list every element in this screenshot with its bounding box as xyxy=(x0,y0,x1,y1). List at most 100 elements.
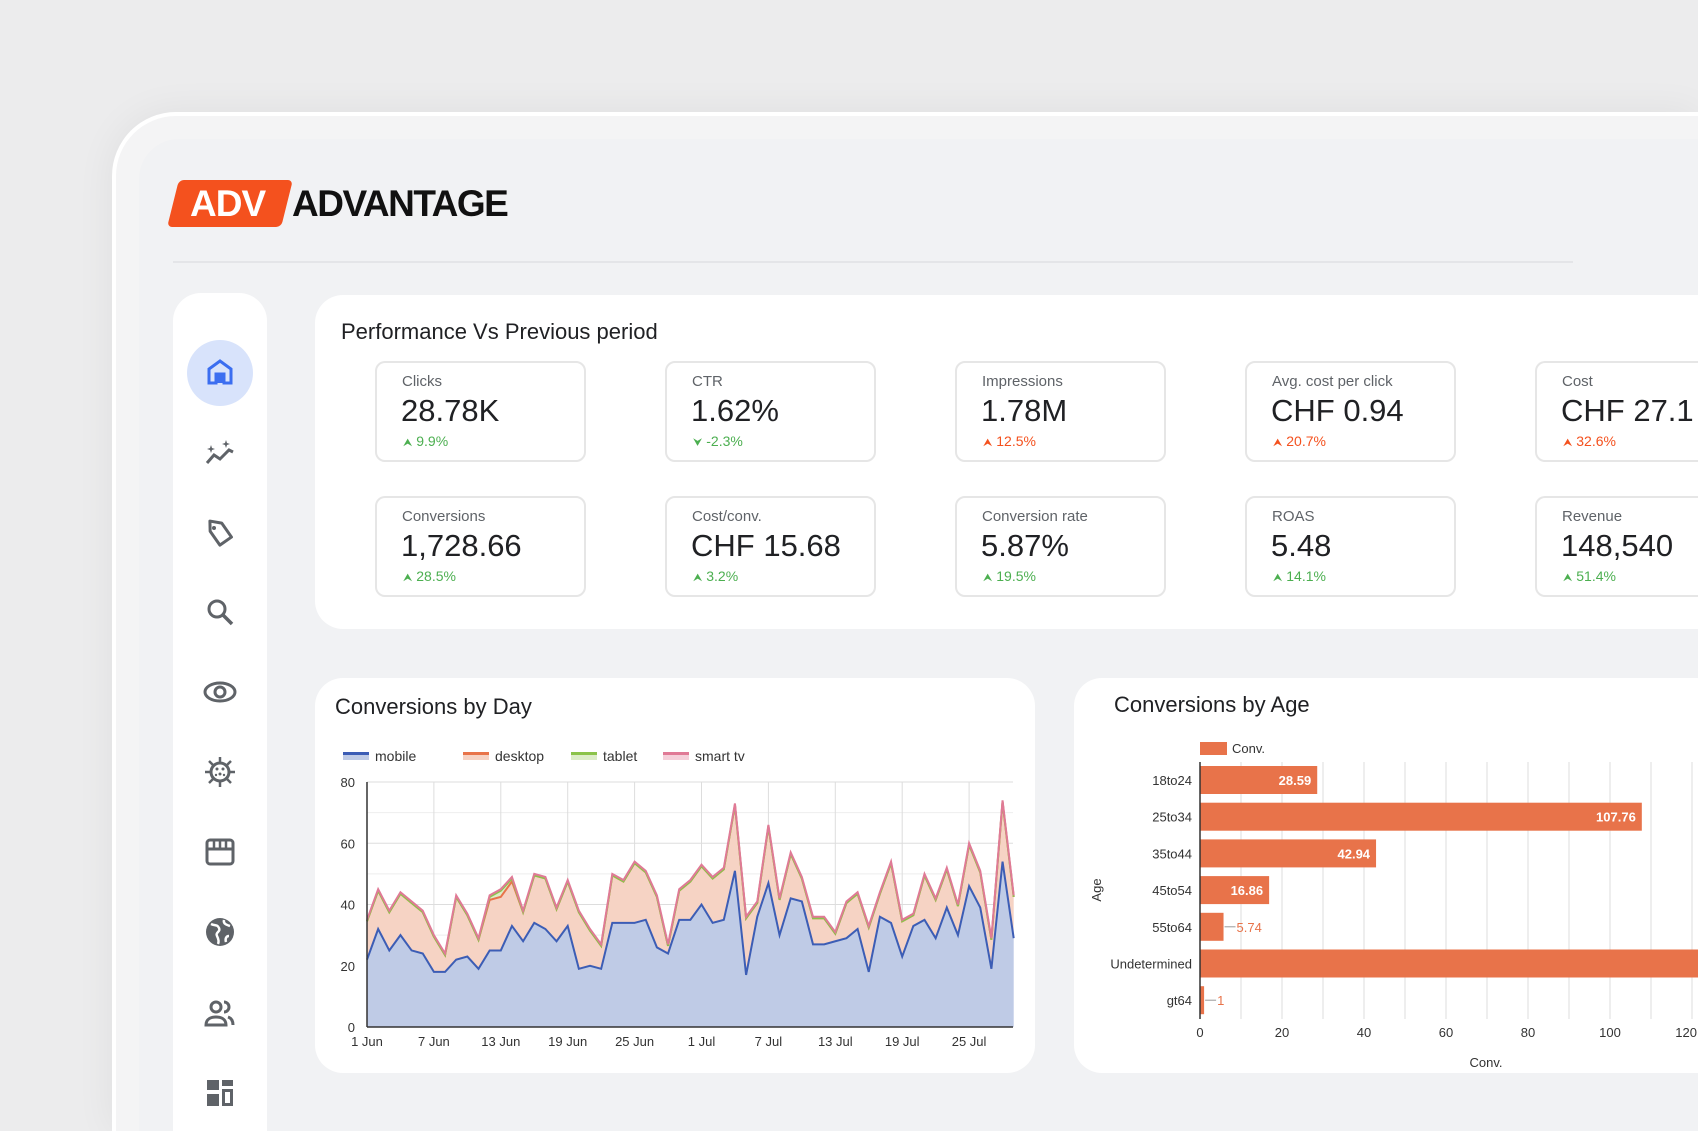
line-mobile xyxy=(366,861,1015,976)
x-tick-label: 0 xyxy=(1196,1025,1203,1040)
bar xyxy=(1200,802,1642,831)
x-tick-label: 7 Jul xyxy=(755,1034,783,1049)
legend-label: Conv. xyxy=(1232,741,1265,756)
search-icon xyxy=(207,599,234,626)
bar xyxy=(1200,912,1224,941)
kpi-delta-value: 3.2% xyxy=(706,568,739,584)
kpi-delta: ⮝ 14.1% xyxy=(1273,568,1326,585)
x-tick-label: 25 Jul xyxy=(952,1034,987,1049)
x-tick-label: 1 Jul xyxy=(688,1034,716,1049)
kpi-delta: ⮝ 3.2% xyxy=(693,568,738,585)
legend-swatch xyxy=(663,752,689,760)
people-icon xyxy=(204,1000,235,1027)
sidebar-item-insights[interactable] xyxy=(187,420,253,486)
legend-item: desktop xyxy=(463,748,544,764)
x-tick-label: 19 Jul xyxy=(885,1034,920,1049)
x-axis-title: Conv. xyxy=(1470,1055,1503,1070)
kpi-delta-value: 28.5% xyxy=(416,568,456,584)
legend-swatch xyxy=(463,752,489,760)
y-tick-label: 55to64 xyxy=(1152,920,1192,935)
kpi-card: Clicks 28.78K ⮝ 9.9% xyxy=(375,361,586,462)
kpi-label: Conversions xyxy=(402,508,486,525)
sidebar-item-dashboard[interactable] xyxy=(187,1060,253,1126)
kpi-delta: ⮝ 20.7% xyxy=(1273,433,1326,450)
arrow-up-icon: ⮝ xyxy=(983,437,993,449)
y-tick-label: 0 xyxy=(348,1020,355,1035)
logo-mark-text: ADV xyxy=(190,183,266,224)
kpi-value: CHF 0.94 xyxy=(1271,393,1404,428)
dashboard-icon xyxy=(207,1080,233,1106)
y-tick-label: 45to54 xyxy=(1152,883,1192,898)
storefront-icon xyxy=(205,838,235,866)
bar xyxy=(1200,839,1377,868)
kpi-delta: ⮟ -2.3% xyxy=(693,433,743,450)
kpi-delta: ⮝ 28.5% xyxy=(403,568,456,585)
legend-item: tablet xyxy=(571,748,637,764)
x-tick-label: 40 xyxy=(1357,1025,1371,1040)
kpi-value: 28.78K xyxy=(401,393,500,428)
kpi-label: Impressions xyxy=(982,373,1063,390)
x-tick-label: 60 xyxy=(1439,1025,1453,1040)
kpi-label: Clicks xyxy=(402,373,442,390)
data-label: 28.59 xyxy=(1279,773,1312,788)
eye-icon xyxy=(203,681,237,703)
kpi-delta-value: 19.5% xyxy=(996,568,1036,584)
kpi-delta: ⮝ 19.5% xyxy=(983,568,1036,585)
arrow-up-icon: ⮝ xyxy=(1273,572,1283,584)
legend-item: smart tv xyxy=(663,748,745,764)
performance-title: Performance Vs Previous period xyxy=(341,319,658,344)
x-tick-label: 1 Jun xyxy=(351,1034,383,1049)
y-tick-label: 60 xyxy=(341,836,355,851)
y-tick-label: 25to34 xyxy=(1152,810,1192,825)
arrow-down-icon: ⮟ xyxy=(693,437,703,449)
sidebar-item-storefront[interactable] xyxy=(187,819,253,885)
brand-name: ADVANTAGE xyxy=(292,183,509,224)
sidebar-item-globe[interactable] xyxy=(187,899,253,965)
kpi-label: Avg. cost per click xyxy=(1272,373,1393,390)
x-tick-label: 100 xyxy=(1599,1025,1621,1040)
y-axis-title: Age xyxy=(1089,878,1104,901)
kpi-card: Cost/conv. CHF 15.68 ⮝ 3.2% xyxy=(665,496,876,597)
y-tick-label: 80 xyxy=(341,775,355,790)
kpi-value: CHF 27.1 xyxy=(1561,393,1694,428)
area-mobile xyxy=(367,861,1014,1027)
kpi-value: 5.87% xyxy=(981,528,1069,563)
x-tick-label: 20 xyxy=(1275,1025,1289,1040)
insights-icon xyxy=(205,440,234,464)
sidebar-item-tag[interactable] xyxy=(187,500,253,566)
kpi-value: 1,728.66 xyxy=(401,528,522,563)
sidebar-item-home[interactable] xyxy=(187,340,253,406)
bar xyxy=(1200,766,1318,794)
kpi-delta-value: 32.6% xyxy=(1576,433,1616,449)
arrow-up-icon: ⮝ xyxy=(403,572,413,584)
kpi-delta-value: 51.4% xyxy=(1576,568,1616,584)
kpi-label: Cost/conv. xyxy=(692,508,762,525)
kpi-label: Cost xyxy=(1562,373,1593,390)
kpi-delta: ⮝ 51.4% xyxy=(1563,568,1616,585)
arrow-up-icon: ⮝ xyxy=(983,572,993,584)
kpi-card: Cost CHF 27.1 ⮝ 32.6% xyxy=(1535,361,1698,462)
kpi-value: 1.78M xyxy=(981,393,1068,428)
kpi-delta-value: 9.9% xyxy=(416,433,449,449)
y-tick-label: gt64 xyxy=(1167,993,1192,1008)
sidebar-item-people[interactable] xyxy=(187,980,253,1046)
x-tick-label: 13 Jun xyxy=(481,1034,520,1049)
arrow-up-icon: ⮝ xyxy=(1273,437,1283,449)
kpi-delta-value: 14.1% xyxy=(1286,568,1326,584)
sidebar-item-virus[interactable] xyxy=(187,739,253,805)
sidebar-item-search[interactable] xyxy=(187,579,253,645)
kpi-value: CHF 15.68 xyxy=(691,528,841,563)
data-label: 1 xyxy=(1217,993,1224,1008)
y-tick-label: Undetermined xyxy=(1110,957,1192,972)
virus-icon xyxy=(205,757,235,787)
kpi-card: ROAS 5.48 ⮝ 14.1% xyxy=(1245,496,1456,597)
kpi-card: Impressions 1.78M ⮝ 12.5% xyxy=(955,361,1166,462)
arrow-up-icon: ⮝ xyxy=(1563,572,1573,584)
sidebar-item-eye[interactable] xyxy=(187,659,253,725)
chart-title: Conversions by Age xyxy=(1114,692,1310,717)
x-tick-label: 25 Jun xyxy=(615,1034,654,1049)
kpi-card: Conversion rate 5.87% ⮝ 19.5% xyxy=(955,496,1166,597)
kpi-delta-value: -2.3% xyxy=(706,433,743,449)
arrow-up-icon: ⮝ xyxy=(693,572,703,584)
data-label: 42.94 xyxy=(1338,846,1371,861)
